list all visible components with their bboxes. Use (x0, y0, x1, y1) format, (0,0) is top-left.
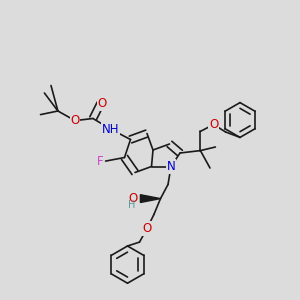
Text: H: H (128, 200, 135, 210)
Text: O: O (129, 192, 138, 205)
Text: O: O (98, 97, 106, 110)
Text: N: N (167, 160, 176, 173)
Text: O: O (209, 118, 218, 131)
Polygon shape (140, 195, 160, 203)
Text: F: F (97, 154, 103, 168)
Text: O: O (70, 114, 80, 127)
Text: NH: NH (102, 122, 119, 136)
Text: O: O (142, 222, 152, 235)
